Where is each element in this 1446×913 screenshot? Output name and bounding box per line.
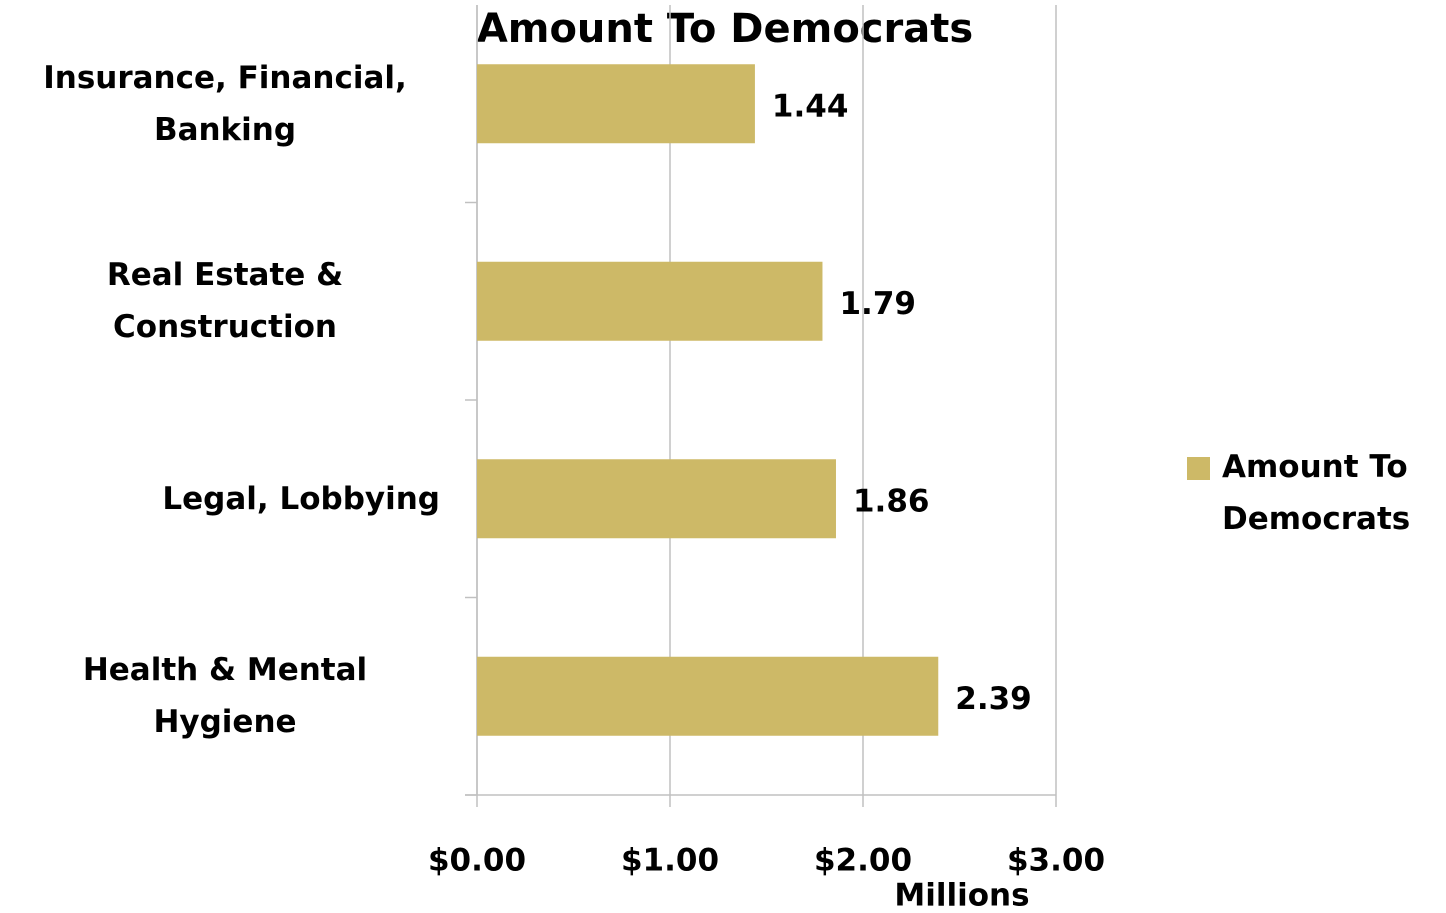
bar <box>477 261 823 341</box>
y-tick-label-box: Real Estate & Construction <box>0 241 440 361</box>
y-tick-label: Insurance, Financial, Banking <box>43 59 407 148</box>
y-tick-label-box: Insurance, Financial, Banking <box>0 44 440 164</box>
data-label: 2.39 <box>955 681 1032 717</box>
bar <box>477 64 755 144</box>
chart-title: Amount To Democrats <box>477 6 973 52</box>
x-tick-label: $1.00 <box>621 843 719 879</box>
data-label: 1.86 <box>853 483 930 519</box>
legend-label: Amount To Democrats <box>1222 449 1411 537</box>
legend-swatch <box>1187 457 1210 480</box>
y-tick-label-box: Legal, Lobbying <box>0 439 440 559</box>
bar <box>477 656 939 736</box>
x-tick-label: $3.00 <box>1007 843 1105 879</box>
y-tick-label: Health & Mental Hygiene <box>82 652 368 741</box>
data-label: 1.44 <box>772 88 849 124</box>
y-tick-label-box: Health & Mental Hygiene <box>0 636 440 756</box>
x-axis-label: Millions <box>894 878 1029 913</box>
x-tick-label: $2.00 <box>814 843 912 879</box>
y-tick-label: Real Estate & Construction <box>106 257 344 346</box>
data-label: 1.79 <box>839 286 916 322</box>
x-tick-label: $0.00 <box>428 843 526 879</box>
y-tick-label: Legal, Lobbying <box>162 480 440 517</box>
bar <box>477 459 836 539</box>
